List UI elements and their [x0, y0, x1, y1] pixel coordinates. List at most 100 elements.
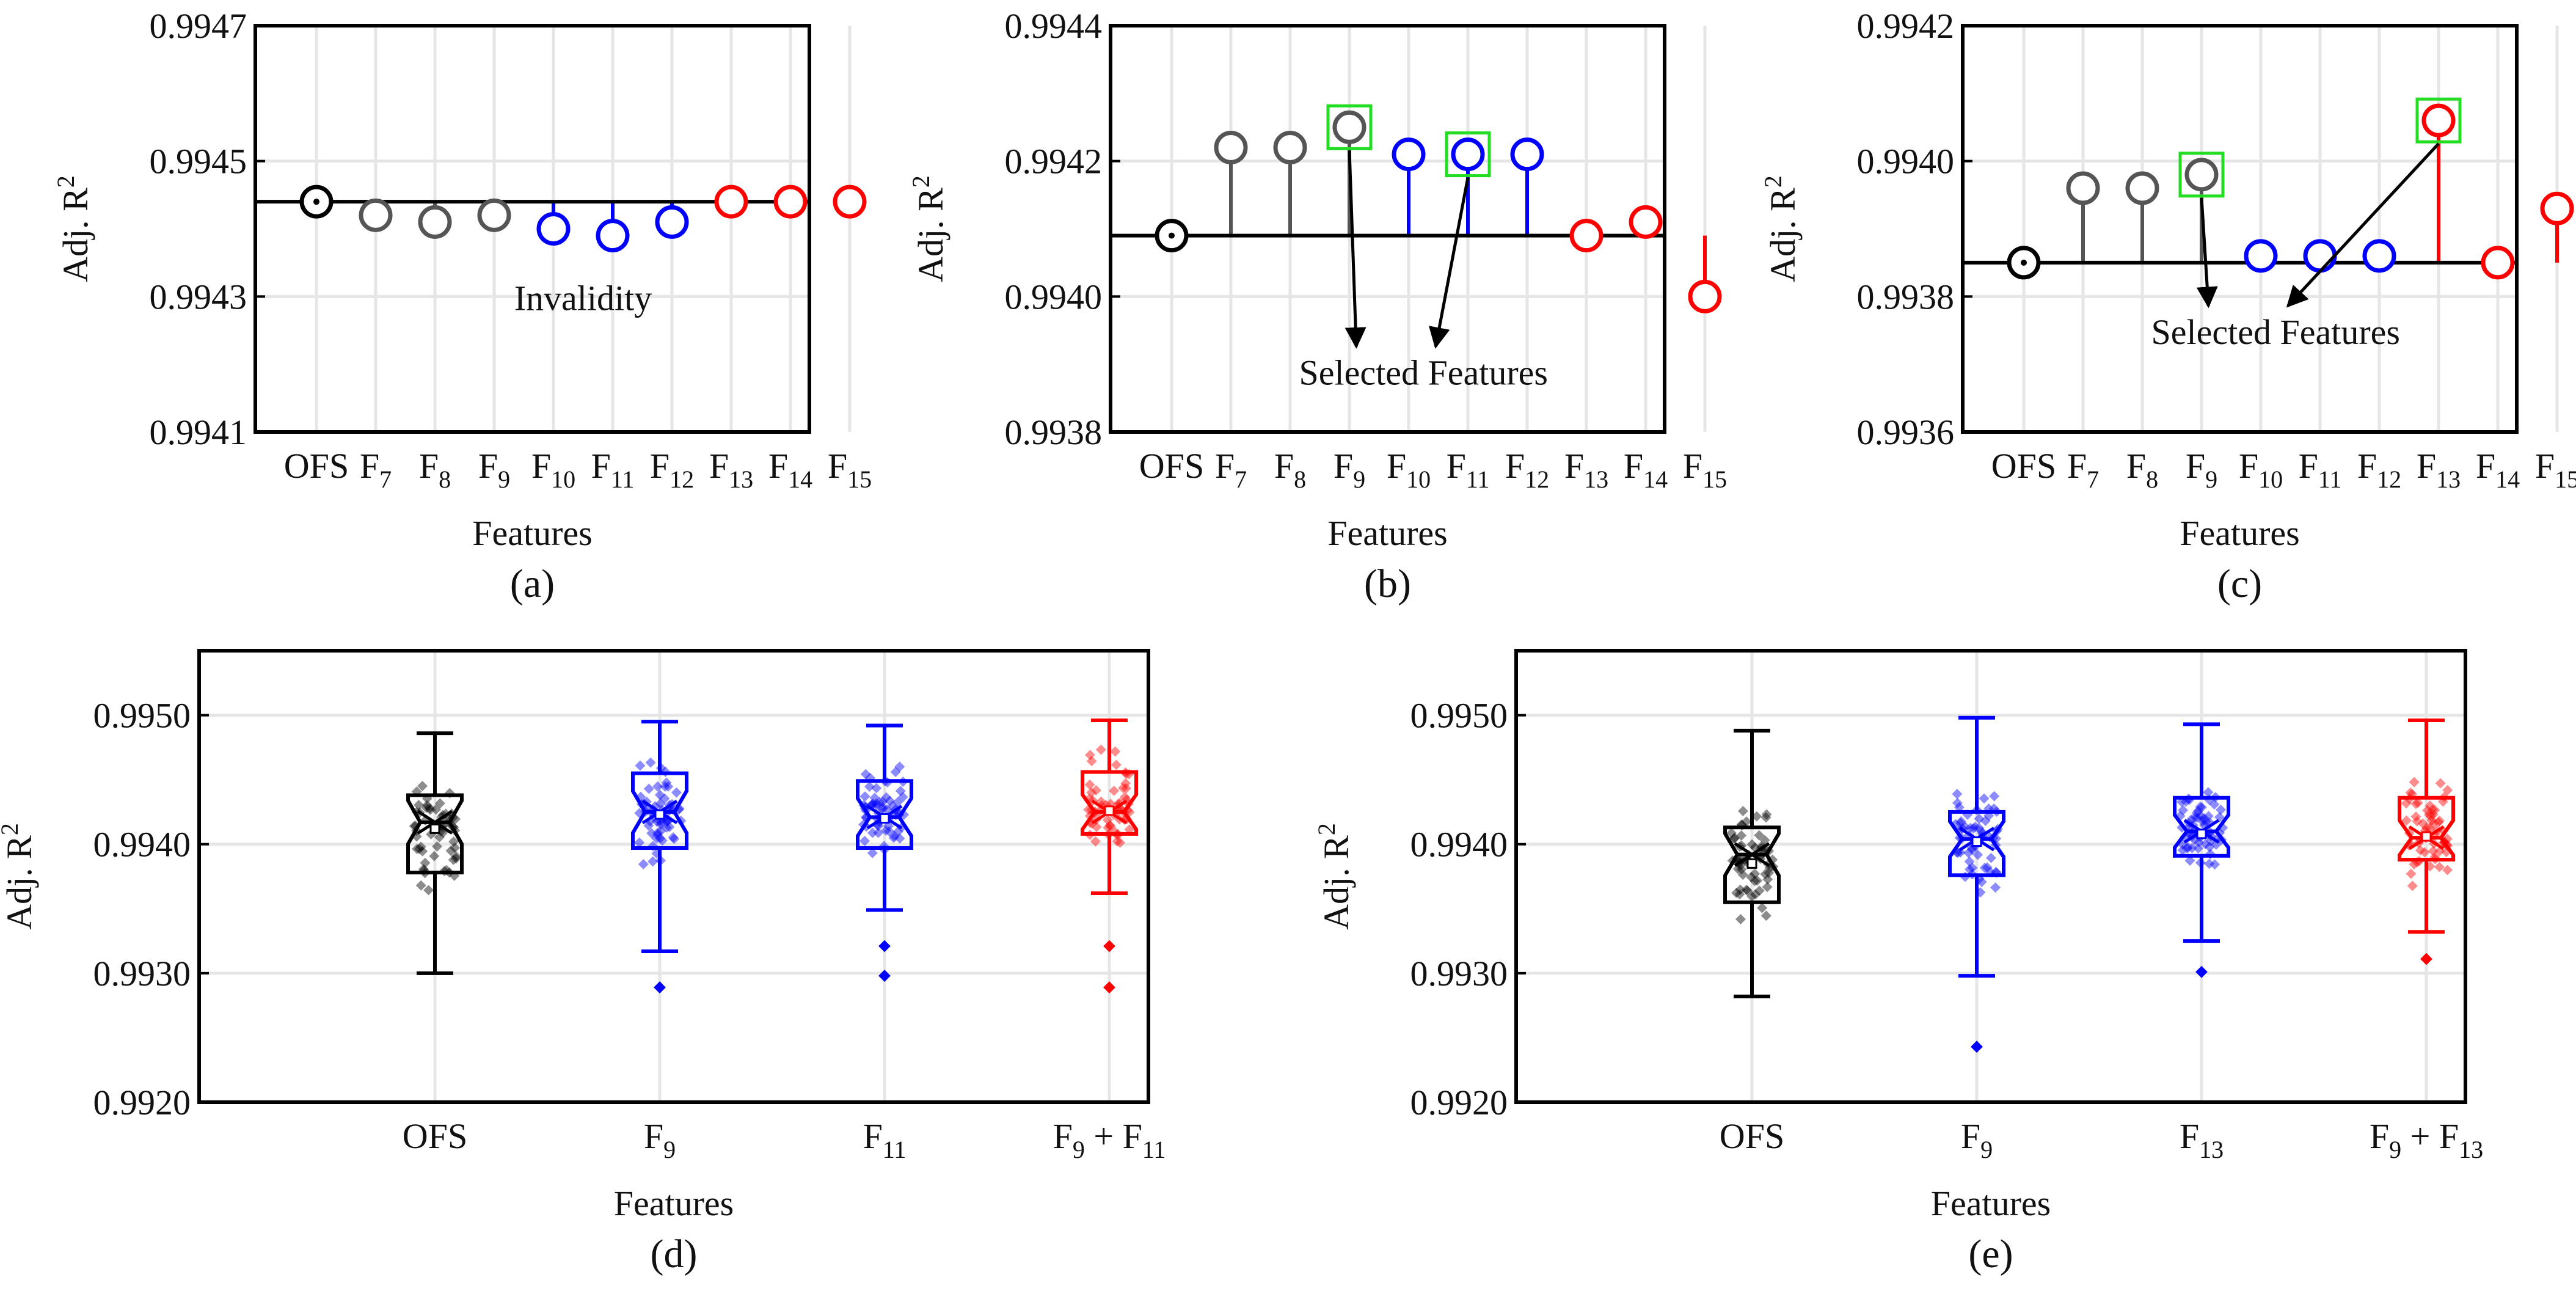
scatter-point	[1746, 872, 1757, 883]
data-point	[2421, 103, 2456, 137]
scatter-point	[655, 833, 666, 844]
scatter-point	[652, 830, 663, 841]
scatter-point	[2204, 841, 2215, 852]
plot-frame	[197, 649, 1150, 1104]
scatter-point	[1762, 874, 1773, 885]
scatter-point	[2194, 837, 2205, 848]
scatter-point	[1120, 778, 1131, 789]
scatter-point	[1742, 885, 1753, 896]
scatter-point	[668, 832, 679, 843]
x-tick-sub: 8	[1294, 466, 1306, 493]
x-tick-sub: 9	[2205, 466, 2217, 493]
scatter-point	[2442, 865, 2453, 876]
scatter-point	[660, 781, 671, 792]
x-tick-sub: 11	[1466, 466, 1490, 493]
x-tick-base: F	[1564, 446, 1584, 486]
scatter-point	[2412, 797, 2423, 808]
y-axis-label-sup: 2	[907, 175, 935, 188]
x-tick-base: OFS	[1720, 1116, 1784, 1156]
panel-label: (e)	[1968, 1232, 2013, 1276]
scatter-point	[415, 841, 426, 852]
y-tick-label: 0.9920	[1410, 1083, 1508, 1122]
scatter-point	[1954, 802, 1965, 813]
scatter-point	[1955, 847, 1966, 858]
data-point	[2303, 239, 2337, 273]
y-tick-label: 0.9938	[1005, 412, 1103, 452]
x-tick-base: F	[1334, 446, 1353, 486]
outlier-point	[2420, 953, 2432, 965]
scatter-point	[2196, 802, 2207, 813]
x-tick-sub: 9	[498, 466, 510, 493]
x-tick-base: F	[650, 446, 670, 486]
x-tick-sub: 12	[2377, 466, 2401, 493]
scatter-point	[1955, 817, 1966, 828]
x-axis-label: Features	[1327, 513, 1448, 553]
scatter-point	[2209, 799, 2220, 810]
x-tick-base: F	[2126, 446, 2146, 486]
mean-marker	[2421, 831, 2432, 842]
scatter-point	[1111, 759, 1122, 770]
x-tick-sub: 10	[1406, 466, 1431, 493]
scatter-point	[2195, 802, 2206, 813]
annotation-text: Invalidity	[514, 279, 652, 318]
scatter-point	[2415, 845, 2426, 856]
x-tick-sub: 13	[1584, 466, 1608, 493]
mean-marker	[1746, 858, 1757, 869]
y-tick-label: 0.9945	[150, 142, 247, 181]
scatter-point	[1989, 791, 2000, 802]
scatter-point	[1112, 836, 1123, 847]
x-tick-base: F	[2535, 446, 2555, 486]
scatter-point	[2401, 798, 2412, 809]
plot-frame	[1109, 24, 1666, 434]
y-axis-label-text: Adj. R	[0, 835, 39, 930]
scatter-point	[2427, 804, 2438, 815]
scatter-point	[420, 857, 431, 868]
annotation-text: Selected Features	[2151, 312, 2400, 352]
data-point	[1451, 137, 1485, 172]
scatter-point	[434, 832, 445, 843]
scatter-point	[1752, 875, 1763, 886]
x-tick-sub: 9	[1980, 1136, 1993, 1163]
outlier-point	[1103, 981, 1115, 993]
scatter-point	[1737, 806, 1748, 817]
scatter-point	[864, 781, 875, 792]
x-tick-label: F7	[2067, 446, 2099, 493]
scatter-point	[1741, 884, 1752, 895]
scatter-point	[867, 847, 878, 858]
scatter-point	[880, 825, 891, 836]
y-tick-label: 0.9940	[93, 825, 191, 865]
x-tick-label: F14	[2476, 446, 2520, 493]
plot-frame	[254, 24, 811, 434]
x-axis-label: Features	[1931, 1183, 2051, 1223]
mean-marker	[879, 813, 890, 824]
scatter-point	[450, 843, 461, 854]
data-point	[359, 198, 393, 232]
scatter-point	[1974, 822, 1985, 833]
data-point	[1569, 219, 1604, 253]
scatter-point	[651, 833, 662, 844]
x-tick-label: F15	[2535, 446, 2576, 493]
y-tick-label: 0.9941	[150, 412, 247, 452]
x-tick-base: OFS	[284, 446, 349, 486]
x-tick-base: F	[2299, 446, 2318, 486]
y-axis-label-text: Adj. R	[1763, 188, 1803, 282]
outlier-point	[654, 981, 666, 993]
panel-c: 0.9936 0.9938 0.9940 0.9942 Adj. R2 Features (…	[1759, 6, 2576, 606]
scatter-point	[869, 792, 880, 803]
x-tick-sub: 7	[379, 466, 392, 493]
data-point	[1332, 110, 1366, 144]
x-tick-base: F	[2067, 446, 2087, 486]
y-tick-label: 0.9950	[93, 696, 191, 736]
scatter-point	[415, 880, 426, 891]
scatter-point	[2421, 822, 2432, 833]
data-point	[477, 198, 511, 232]
x-tick-sub: 9	[1073, 1136, 1085, 1163]
scatter-point	[2426, 815, 2437, 826]
data-point	[2362, 239, 2396, 273]
x-tick-sub: 10	[551, 466, 575, 493]
scatter-point	[1968, 823, 1979, 834]
scatter-point	[2406, 868, 2417, 879]
scatter-point	[889, 830, 900, 841]
x-tick-base2: F	[1123, 1116, 1142, 1156]
scatter-point	[2417, 818, 2428, 829]
